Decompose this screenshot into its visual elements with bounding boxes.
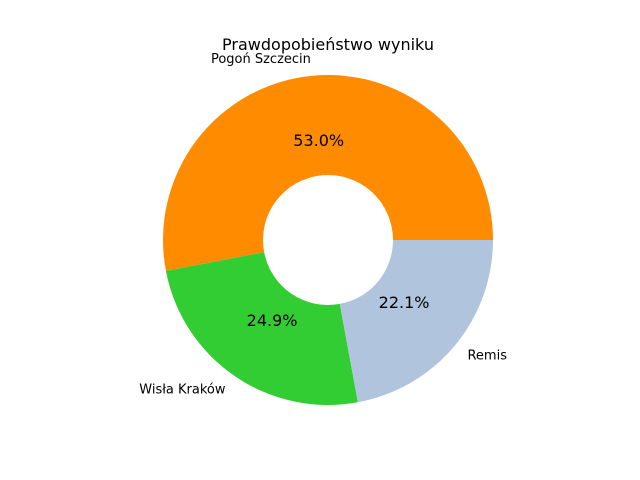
percent-label-pogon-szczecin: 53.0% [293, 131, 344, 150]
chart-title: Prawdopobieństwo wyniku [222, 35, 434, 54]
slice-pogon-szczecin [162, 75, 493, 271]
percent-label-remis: 22.1% [379, 293, 430, 312]
category-label-pogon-szczecin: Pogoń Szczecin [211, 52, 311, 67]
slice-wisla-krakow [165, 252, 358, 405]
slices-group [162, 75, 493, 405]
slice-remis [339, 240, 493, 403]
percent-label-wisla-krakow: 24.9% [247, 311, 298, 330]
category-label-remis: Remis [467, 349, 507, 364]
category-label-wisla-krakow: Wisła Kraków [139, 382, 226, 397]
labels-group: Pogoń Szczecin 53.0% Wisła Kraków 24.9% Remi… [139, 52, 507, 397]
